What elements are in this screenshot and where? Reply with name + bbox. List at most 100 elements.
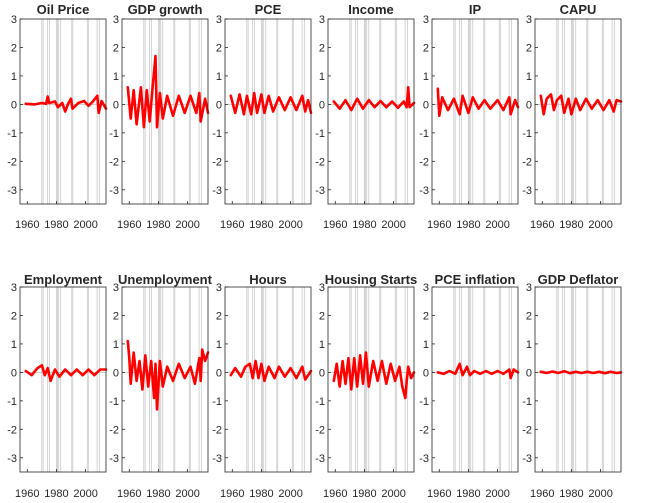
x-tick-label: 1980: [44, 488, 68, 500]
y-tick-label: 3: [113, 282, 119, 294]
y-tick-label: -3: [315, 453, 325, 465]
y-tick-label: 3: [319, 282, 325, 294]
y-tick-label: 1: [526, 71, 532, 83]
panel-title: Oil Price: [37, 2, 90, 17]
y-tick-label: -3: [109, 185, 119, 197]
y-tick-label: 0: [423, 99, 429, 111]
x-tick-label: 1980: [456, 488, 480, 500]
y-tick-label: 0: [113, 99, 119, 111]
y-tick-label: 1: [423, 339, 429, 351]
x-tick-label: 1980: [249, 488, 273, 500]
axes-box: [121, 286, 209, 473]
y-tick-label: -1: [315, 396, 325, 408]
y-tick-label: -1: [7, 128, 17, 140]
x-tick-label: 2000: [381, 219, 405, 231]
panel-capu: 3 2 1 0 -1 -2 -3 1960 1980 2000 CAPU: [522, 2, 623, 231]
y-tick-label: 0: [11, 99, 17, 111]
y-tick-label: 3: [526, 282, 532, 294]
y-tick-label: 0: [11, 367, 17, 379]
y-tick-label: -3: [522, 453, 532, 465]
y-tick-label: -1: [212, 128, 222, 140]
y-tick-label: 3: [423, 282, 429, 294]
y-tick-label: 2: [216, 310, 222, 322]
plot-area: [432, 19, 518, 204]
y-tick-label: 0: [113, 367, 119, 379]
x-tick-label: 2000: [485, 219, 509, 231]
plot-area: [20, 287, 106, 472]
y-tick-label: 2: [11, 310, 17, 322]
y-tick-label: 3: [526, 14, 532, 26]
plot-area: [535, 19, 621, 204]
x-tick-label: 2000: [175, 488, 199, 500]
y-tick-label: -1: [522, 128, 532, 140]
panel-unemployment: 3 2 1 0 -1 -2 -3 1960 1980 2000 Unemployment: [109, 272, 212, 500]
panel-oil-price: 3 2 1 0 -1 -2 -3 1960 1980 2000 Oil Price: [7, 2, 108, 231]
panel-ip: 3 2 1 0 -1 -2 -3 1960 1980 2000 IP: [419, 2, 520, 231]
y-tick-label: -1: [419, 396, 429, 408]
x-tick-label: 1960: [220, 488, 244, 500]
panel-title: Housing Starts: [325, 272, 417, 287]
x-tick-label: 1960: [530, 219, 554, 231]
panel-title: GDP growth: [128, 2, 203, 17]
y-tick-label: -3: [212, 453, 222, 465]
series-line: [539, 369, 623, 375]
y-tick-label: 3: [11, 14, 17, 26]
y-tick-label: -2: [522, 424, 532, 436]
y-tick-label: 1: [11, 339, 17, 351]
y-tick-label: 1: [216, 339, 222, 351]
recession-band: [260, 18, 263, 205]
x-tick-label: 2000: [485, 488, 509, 500]
y-tick-label: -2: [315, 424, 325, 436]
panel-title: PCE inflation: [435, 272, 516, 287]
y-tick-label: 0: [526, 367, 532, 379]
y-tick-label: 1: [319, 339, 325, 351]
y-tick-label: -3: [419, 185, 429, 197]
panel-employment: 3 2 1 0 -1 -2 -3 1960 1980 2000 Employment: [7, 272, 108, 500]
y-tick-label: -1: [522, 396, 532, 408]
series-line: [229, 359, 313, 383]
axes-box: [534, 286, 622, 473]
axes-box: [224, 286, 312, 473]
y-tick-label: 1: [11, 71, 17, 83]
recession-band: [467, 286, 470, 473]
y-tick-label: -3: [7, 453, 17, 465]
y-tick-label: -1: [315, 128, 325, 140]
x-tick-label: 2000: [73, 488, 97, 500]
x-tick-label: 1960: [530, 488, 554, 500]
series-line: [229, 91, 313, 116]
panel-income: 3 2 1 0 -1 -2 -3 1960 1980 2000 Income: [315, 2, 416, 231]
x-tick-label: 1960: [427, 488, 451, 500]
y-tick-label: 1: [319, 71, 325, 83]
panel-title: Employment: [24, 272, 103, 287]
axes-box: [534, 18, 622, 205]
x-tick-label: 1980: [352, 219, 376, 231]
y-tick-label: -3: [109, 453, 119, 465]
x-tick-label: 1960: [15, 219, 39, 231]
recession-band: [260, 286, 263, 473]
y-tick-label: -3: [7, 185, 17, 197]
panel-title: Hours: [249, 272, 287, 287]
panel-pce: 3 2 1 0 -1 -2 -3 1960 1980 2000 PCE: [212, 2, 313, 231]
series-line: [24, 94, 108, 115]
y-tick-label: -2: [419, 424, 429, 436]
plot-area: [535, 287, 621, 472]
y-tick-label: -2: [315, 156, 325, 168]
panel-title: Income: [348, 2, 394, 17]
y-tick-label: 1: [526, 339, 532, 351]
x-tick-label: 2000: [588, 488, 612, 500]
y-tick-label: -3: [419, 453, 429, 465]
plot-area: [432, 287, 518, 472]
y-tick-label: -1: [109, 396, 119, 408]
y-tick-label: -2: [419, 156, 429, 168]
panel-gdp-growth: 3 2 1 0 -1 -2 -3 1960 1980 2000 GDP growth: [109, 2, 210, 231]
series-line: [332, 86, 416, 112]
panel-gdp-deflator: 3 2 1 0 -1 -2 -3 1960 1980 2000 GDP Deflator: [522, 272, 623, 500]
y-tick-label: 2: [423, 42, 429, 54]
x-tick-label: 2000: [175, 219, 199, 231]
y-tick-label: 0: [216, 99, 222, 111]
y-tick-label: -2: [522, 156, 532, 168]
y-tick-label: 2: [319, 310, 325, 322]
panel-title: CAPU: [560, 2, 597, 17]
plot-area: [225, 287, 311, 472]
panel-title: PCE: [255, 2, 282, 17]
